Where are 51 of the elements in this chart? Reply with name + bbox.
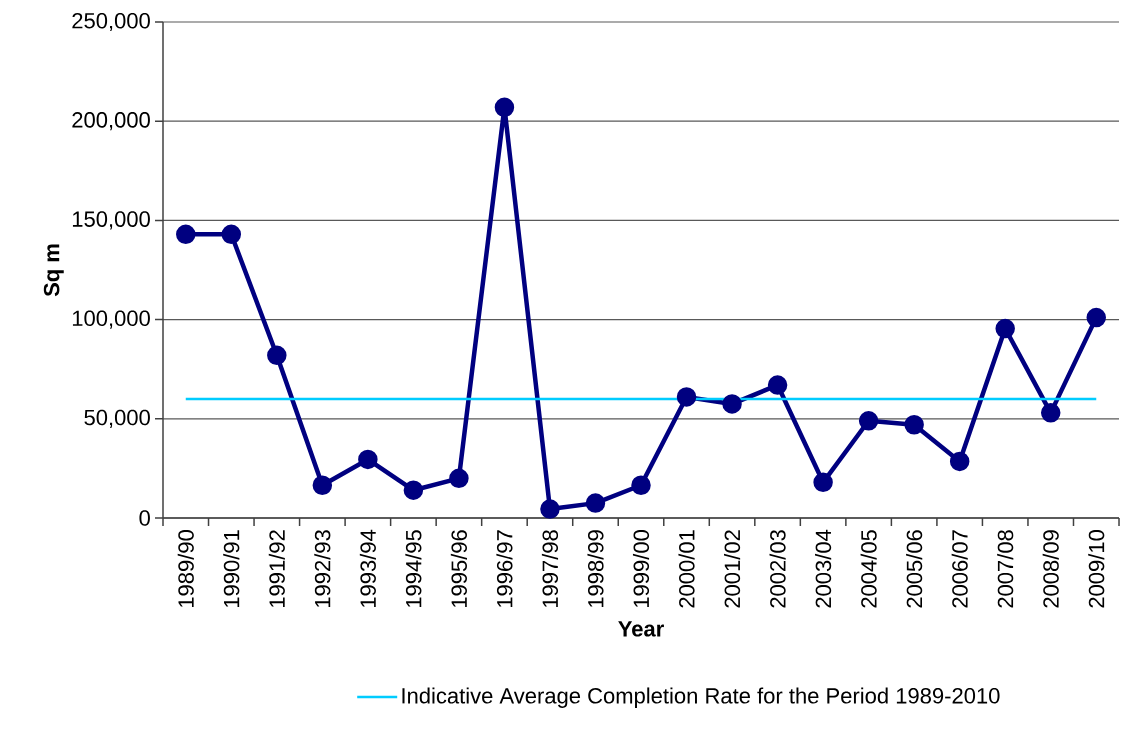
x-tick-label: 2009/10 <box>1088 530 1105 608</box>
y-tick-label: 50,000 <box>84 409 150 428</box>
y-tick-label: 200,000 <box>72 112 150 131</box>
point <box>221 224 242 245</box>
point <box>1040 403 1061 423</box>
x-tick-label: 1990/91 <box>223 530 240 608</box>
point <box>676 387 697 407</box>
x-tick-label: 2002/03 <box>769 530 786 608</box>
x-tick-label: 2000/01 <box>678 530 695 608</box>
point <box>449 468 469 489</box>
x-tick-label: 1998/99 <box>587 530 604 608</box>
y-tick-label: 250,000 <box>72 12 150 32</box>
x-tick-label: 2001/02 <box>723 530 741 608</box>
point <box>358 449 378 470</box>
point <box>403 480 424 500</box>
point <box>176 224 196 245</box>
point <box>904 415 924 435</box>
point <box>312 475 333 496</box>
x-tick-label: 2006/07 <box>951 530 968 608</box>
x-tick-label: 1993/94 <box>359 529 376 608</box>
point <box>585 493 606 513</box>
x-tick-label: 1989/90 <box>177 530 194 608</box>
x-tick-label: 1994/95 <box>405 530 422 608</box>
legend-label: Indicative Average Completion Rate for the Period 1989-2010 <box>402 687 1000 708</box>
point <box>858 411 879 431</box>
point <box>949 451 970 472</box>
y-tick-label: 150,000 <box>72 211 150 230</box>
point <box>631 475 651 496</box>
point <box>1086 307 1106 328</box>
y-tick-label: 0 <box>139 510 150 526</box>
x-tick-label: 2008/09 <box>1042 530 1059 608</box>
point <box>813 472 833 493</box>
x-tick-label: 1991/92 <box>268 530 285 608</box>
y-tick-label: 100,000 <box>72 310 150 329</box>
x-tick-label: 1999/00 <box>632 530 650 608</box>
x-tick-label: 1996/97 <box>496 530 513 608</box>
point <box>267 345 287 366</box>
x-tick-label: 2007/08 <box>997 530 1014 608</box>
x-tick-label: 2004/05 <box>860 530 877 608</box>
x-tick-label: 1997/98 <box>541 530 559 608</box>
x-axis-title: Year <box>618 621 664 637</box>
x-tick-label: 1992/93 <box>314 530 331 608</box>
y-axis-title: Sq m <box>43 244 64 297</box>
point <box>540 499 560 519</box>
point <box>494 97 515 118</box>
point <box>767 375 788 395</box>
point <box>995 318 1015 339</box>
x-tick-label: 2003/04 <box>815 529 832 608</box>
point <box>722 394 742 414</box>
x-tick-label: 1995/96 <box>450 530 467 608</box>
x-tick-label: 2005/06 <box>906 530 923 608</box>
